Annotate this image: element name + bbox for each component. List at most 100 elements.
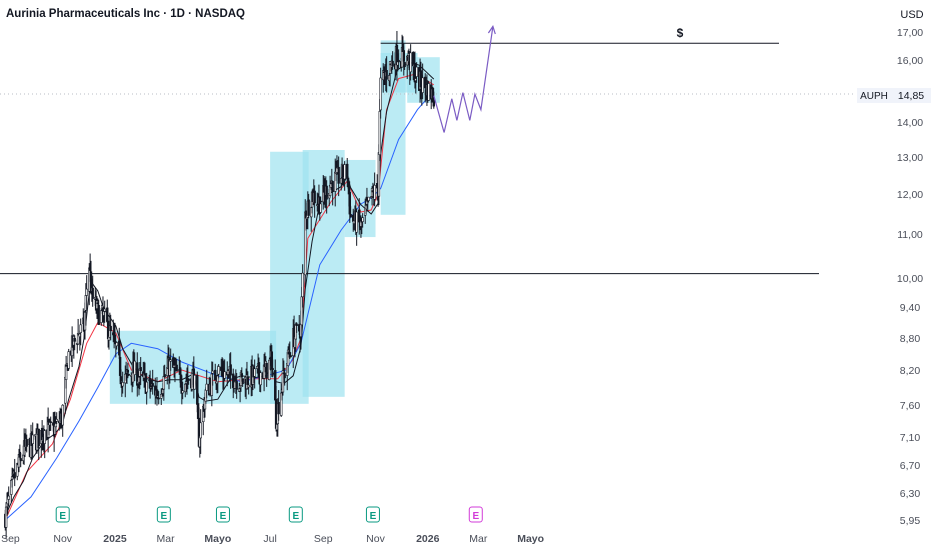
candle-body [355, 211, 358, 233]
candle-body [385, 70, 388, 80]
earnings-marker [156, 506, 171, 523]
earnings-marker-label: E [59, 511, 66, 522]
y-tick-label: 13,00 [897, 152, 923, 164]
y-tick-label: 6,30 [900, 488, 921, 500]
x-axis[interactable]: Sep Nov 2025 Mar Mayo Jul Sep Nov 2026 Mar Mayo [1, 533, 544, 545]
candle-body [379, 77, 382, 111]
y-tick-label: 8,80 [900, 333, 921, 345]
candle-body [295, 323, 298, 326]
candle-body [67, 351, 70, 369]
candle-body [145, 381, 148, 393]
candle-body [55, 418, 58, 422]
candle-body [127, 374, 130, 376]
candle-body [402, 50, 405, 62]
last-price-label: 14,85 [898, 90, 924, 102]
y-tick-label: 11,00 [897, 229, 923, 241]
candle-body [25, 439, 28, 447]
candle-body [205, 383, 208, 391]
candle-body [175, 364, 178, 372]
candle-body [73, 337, 76, 342]
earnings-marker [365, 506, 380, 523]
candle-body [126, 369, 130, 373]
y-tick-label: 5,95 [900, 515, 921, 527]
candle-body [289, 355, 292, 358]
candle-body [343, 164, 346, 180]
candle-body [133, 360, 136, 375]
ma-line-red [4, 73, 435, 521]
x-tick-label: Sep [314, 533, 333, 545]
x-tick-label: Mayo [517, 533, 544, 545]
candle-body [280, 392, 283, 416]
candle-body [229, 364, 232, 376]
earnings-marker-label: E [472, 511, 479, 522]
x-tick-label: Jul [263, 533, 276, 545]
candle-body [331, 181, 334, 192]
candle-body [268, 359, 271, 380]
y-tick-label: 9,40 [900, 302, 921, 314]
candle-body [217, 366, 220, 375]
candle-body [378, 111, 381, 156]
candle-body [91, 287, 94, 299]
candle-body [151, 383, 154, 387]
candle-body [61, 404, 64, 426]
candle-body [240, 373, 244, 378]
candle-body [157, 397, 160, 400]
candle-body [163, 374, 166, 378]
x-tick-label: 2026 [416, 533, 440, 545]
x-tick-label: Mar [156, 533, 175, 545]
candle-body [103, 308, 106, 312]
earnings-marker [215, 506, 230, 523]
y-tick-label: 16,00 [897, 55, 923, 67]
candle-body [424, 76, 427, 89]
candle-body [337, 166, 340, 184]
candle-body [307, 199, 310, 216]
candle-body [265, 362, 268, 379]
candle-body [432, 99, 435, 107]
x-tick-label: Nov [53, 533, 72, 545]
y-tick-label: 7,60 [900, 400, 921, 412]
candle-body [397, 59, 400, 63]
candle-body [247, 384, 250, 388]
candle-body [54, 423, 58, 428]
candle-body [349, 214, 352, 218]
candle-body [109, 325, 112, 332]
y-tick-label: 12,00 [897, 189, 923, 201]
candle-body [271, 368, 274, 370]
candle-body [214, 369, 217, 381]
candle-body [64, 366, 68, 380]
y-axis[interactable]: 17,0016,0015,0014,0013,0012,0011,0010,00… [897, 27, 923, 527]
candle-body [403, 61, 406, 68]
candle-body [361, 217, 364, 222]
candle-body [253, 368, 256, 377]
candle-body [286, 349, 290, 366]
dollar-annotation: $ [677, 26, 684, 40]
candle-body [259, 372, 262, 386]
candle-body [113, 334, 117, 342]
candle-body [49, 421, 52, 423]
y-tick-label: 7,10 [900, 432, 921, 444]
y-tick-label: 14,00 [897, 117, 923, 129]
symbol-badge[interactable] [857, 88, 891, 103]
candle-body [43, 430, 46, 444]
candle-body [97, 304, 100, 325]
candle-body [121, 382, 124, 387]
candle-body [115, 342, 118, 347]
ma-line-blue [4, 90, 435, 521]
candle-body [319, 203, 322, 213]
x-tick-label: 2025 [103, 533, 127, 545]
y-tick-label: 6,70 [900, 460, 921, 472]
candle-body [313, 190, 316, 204]
projection-path [433, 25, 496, 133]
candle-body [79, 324, 82, 333]
candle-body [119, 376, 123, 382]
earnings-marker-label: E [292, 511, 299, 522]
x-tick-label: Mayo [204, 533, 231, 545]
candle-body [325, 185, 328, 200]
currency-label: USD [900, 9, 923, 21]
candle-body [139, 367, 142, 372]
candle-body [118, 356, 122, 376]
candle-body [358, 209, 361, 223]
